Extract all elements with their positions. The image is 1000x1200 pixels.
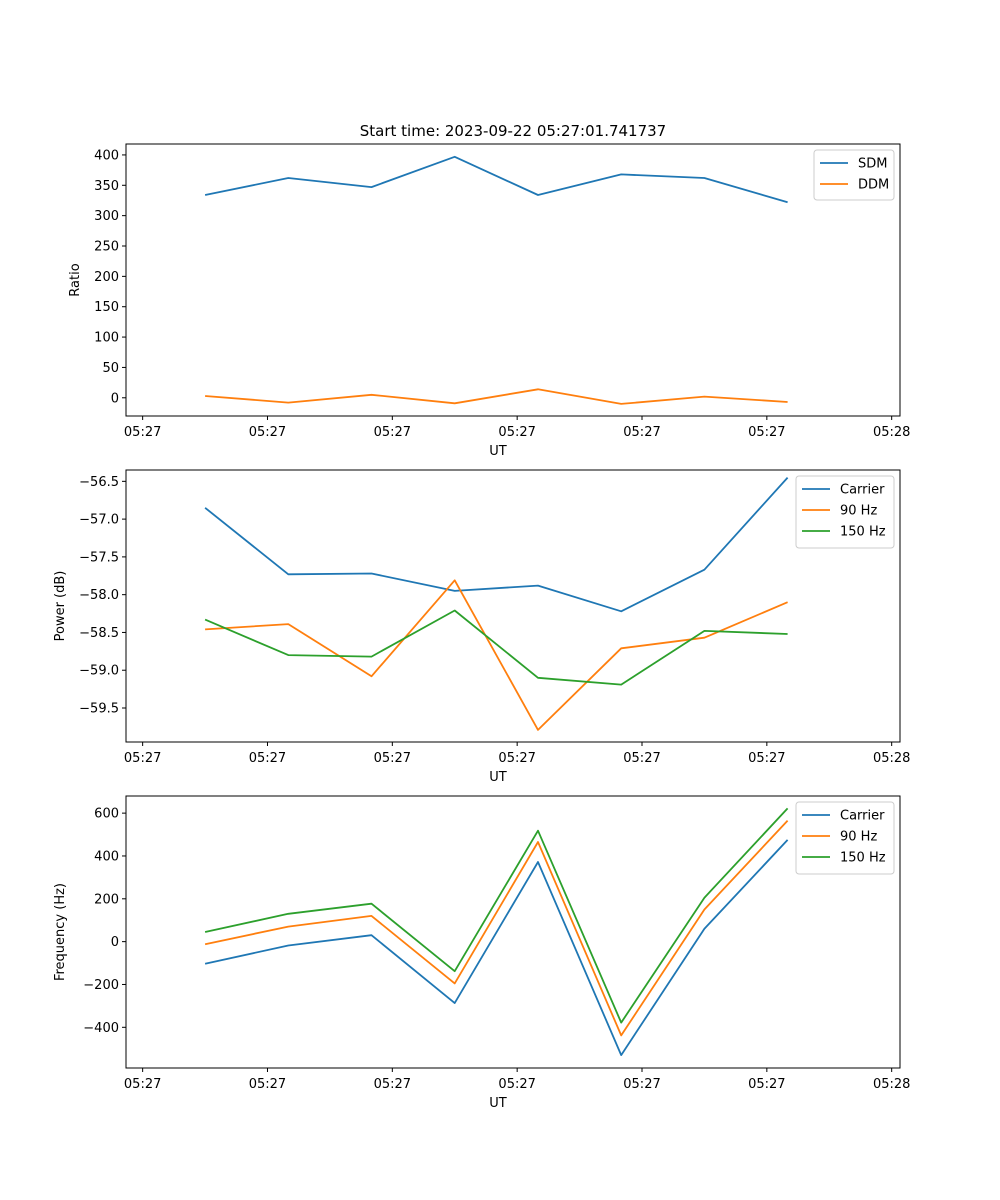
- frequency-xtick-label: 05:27: [374, 1077, 411, 1092]
- ratio-xtick-label: 05:27: [249, 425, 286, 440]
- power-legend-label: Carrier: [840, 483, 885, 498]
- frequency-ytick-label: −400: [83, 1021, 119, 1036]
- ratio-ytick-label: 300: [94, 209, 119, 224]
- power-ytick-label: −59.0: [79, 664, 119, 679]
- power-legend: Carrier 90 Hz 150 Hz: [795, 475, 895, 549]
- frequency-xlabel: UT: [489, 1096, 507, 1111]
- frequency-xtick-label: 05:27: [748, 1077, 785, 1092]
- frequency-legend-label: 150 Hz: [840, 851, 886, 866]
- ratio-legend-label: DDM: [858, 178, 889, 193]
- power-legend-label: 150 Hz: [840, 525, 886, 540]
- power-ylabel: Power (dB): [53, 571, 68, 642]
- power-ytick-label: −57.5: [79, 550, 119, 565]
- frequency-legend: Carrier 90 Hz 150 Hz: [795, 801, 895, 875]
- ratio-ytick-label: 100: [94, 331, 119, 346]
- power-xtick-label: 05:27: [374, 751, 411, 766]
- power-xtick-label: 05:27: [124, 751, 161, 766]
- ratio-ylabel: Ratio: [68, 263, 83, 296]
- ratio-xtick-label: 05:28: [873, 425, 910, 440]
- power-ytick-label: −58.5: [79, 626, 119, 641]
- ratio-xlabel: UT: [489, 444, 507, 459]
- frequency-xtick-label: 05:27: [124, 1077, 161, 1092]
- ratio-ytick-label: 250: [94, 240, 119, 255]
- ratio-ytick-label: 200: [94, 270, 119, 285]
- frequency-xtick-label: 05:28: [873, 1077, 910, 1092]
- power-series-line-150-hz: [204, 609, 788, 686]
- frequency-ytick-label: 600: [94, 807, 119, 822]
- power-legend-box: [795, 475, 895, 549]
- power-xtick-label: 05:27: [498, 751, 535, 766]
- ratio-xtick-label: 05:27: [623, 425, 660, 440]
- frequency-series-line-90-hz: [204, 819, 789, 1037]
- power-xtick-label: 05:27: [249, 751, 286, 766]
- frequency-legend-label: 90 Hz: [840, 830, 877, 845]
- ratio-series-line-ddm: [205, 388, 788, 405]
- power-xtick-label: 05:28: [873, 751, 910, 766]
- ratio-legend-label: SDM: [858, 157, 887, 172]
- ratio-ytick-label: 50: [102, 361, 119, 376]
- power-ytick-label: −57.0: [79, 513, 119, 528]
- ratio-ytick-label: 150: [94, 300, 119, 315]
- frequency-series-line-carrier: [204, 839, 789, 1056]
- ratio-xtick-label: 05:27: [498, 425, 535, 440]
- figure-title: Start time: 2023-09-22 05:27:01.741737: [360, 122, 666, 140]
- power-xtick-label: 05:27: [623, 751, 660, 766]
- ratio-xtick-label: 05:27: [124, 425, 161, 440]
- frequency-ytick-label: 200: [94, 892, 119, 907]
- ratio-ytick-label: 400: [94, 148, 119, 163]
- frequency-panel: −400 −200 0 200 400 600 05:27 05:27 05:27 05:27 05…: [53, 795, 910, 1111]
- power-panel: −59.5 −59.0 −58.5 −58.0 −57.5 −57.0 −56.5 05:27…: [53, 469, 910, 785]
- frequency-legend-box: [795, 801, 895, 875]
- power-legend-label: 90 Hz: [840, 504, 877, 519]
- ratio-xtick-label: 05:27: [374, 425, 411, 440]
- power-ytick-label: −56.5: [79, 475, 119, 490]
- ratio-ytick-label: 350: [94, 179, 119, 194]
- power-ytick-label: −58.0: [79, 588, 119, 603]
- ratio-axes-frame: [125, 143, 901, 417]
- frequency-xtick-label: 05:27: [249, 1077, 286, 1092]
- ratio-panel: 0 50 100 150 200 250 300 350 400 05:27 05:27 05:27 0…: [68, 143, 910, 459]
- power-ytick-label: −59.5: [79, 702, 119, 717]
- ratio-ytick-label: 0: [111, 391, 119, 406]
- frequency-ytick-label: −200: [83, 978, 119, 993]
- frequency-series-line-150-hz: [204, 807, 789, 1024]
- frequency-ylabel: Frequency (Hz): [53, 883, 68, 981]
- frequency-xtick-label: 05:27: [623, 1077, 660, 1092]
- frequency-ytick-label: 400: [94, 849, 119, 864]
- frequency-ytick-label: 0: [111, 935, 119, 950]
- ratio-legend: SDM DDM: [813, 149, 895, 201]
- power-xtick-label: 05:27: [748, 751, 785, 766]
- power-series-line-carrier: [204, 476, 789, 613]
- power-xlabel: UT: [489, 770, 507, 785]
- frequency-legend-label: Carrier: [840, 809, 885, 824]
- ratio-series-line-sdm: [204, 155, 788, 204]
- frequency-xtick-label: 05:27: [498, 1077, 535, 1092]
- frequency-axes-frame: [125, 795, 901, 1069]
- power-axes-frame: [125, 469, 901, 743]
- ratio-xtick-label: 05:27: [748, 425, 785, 440]
